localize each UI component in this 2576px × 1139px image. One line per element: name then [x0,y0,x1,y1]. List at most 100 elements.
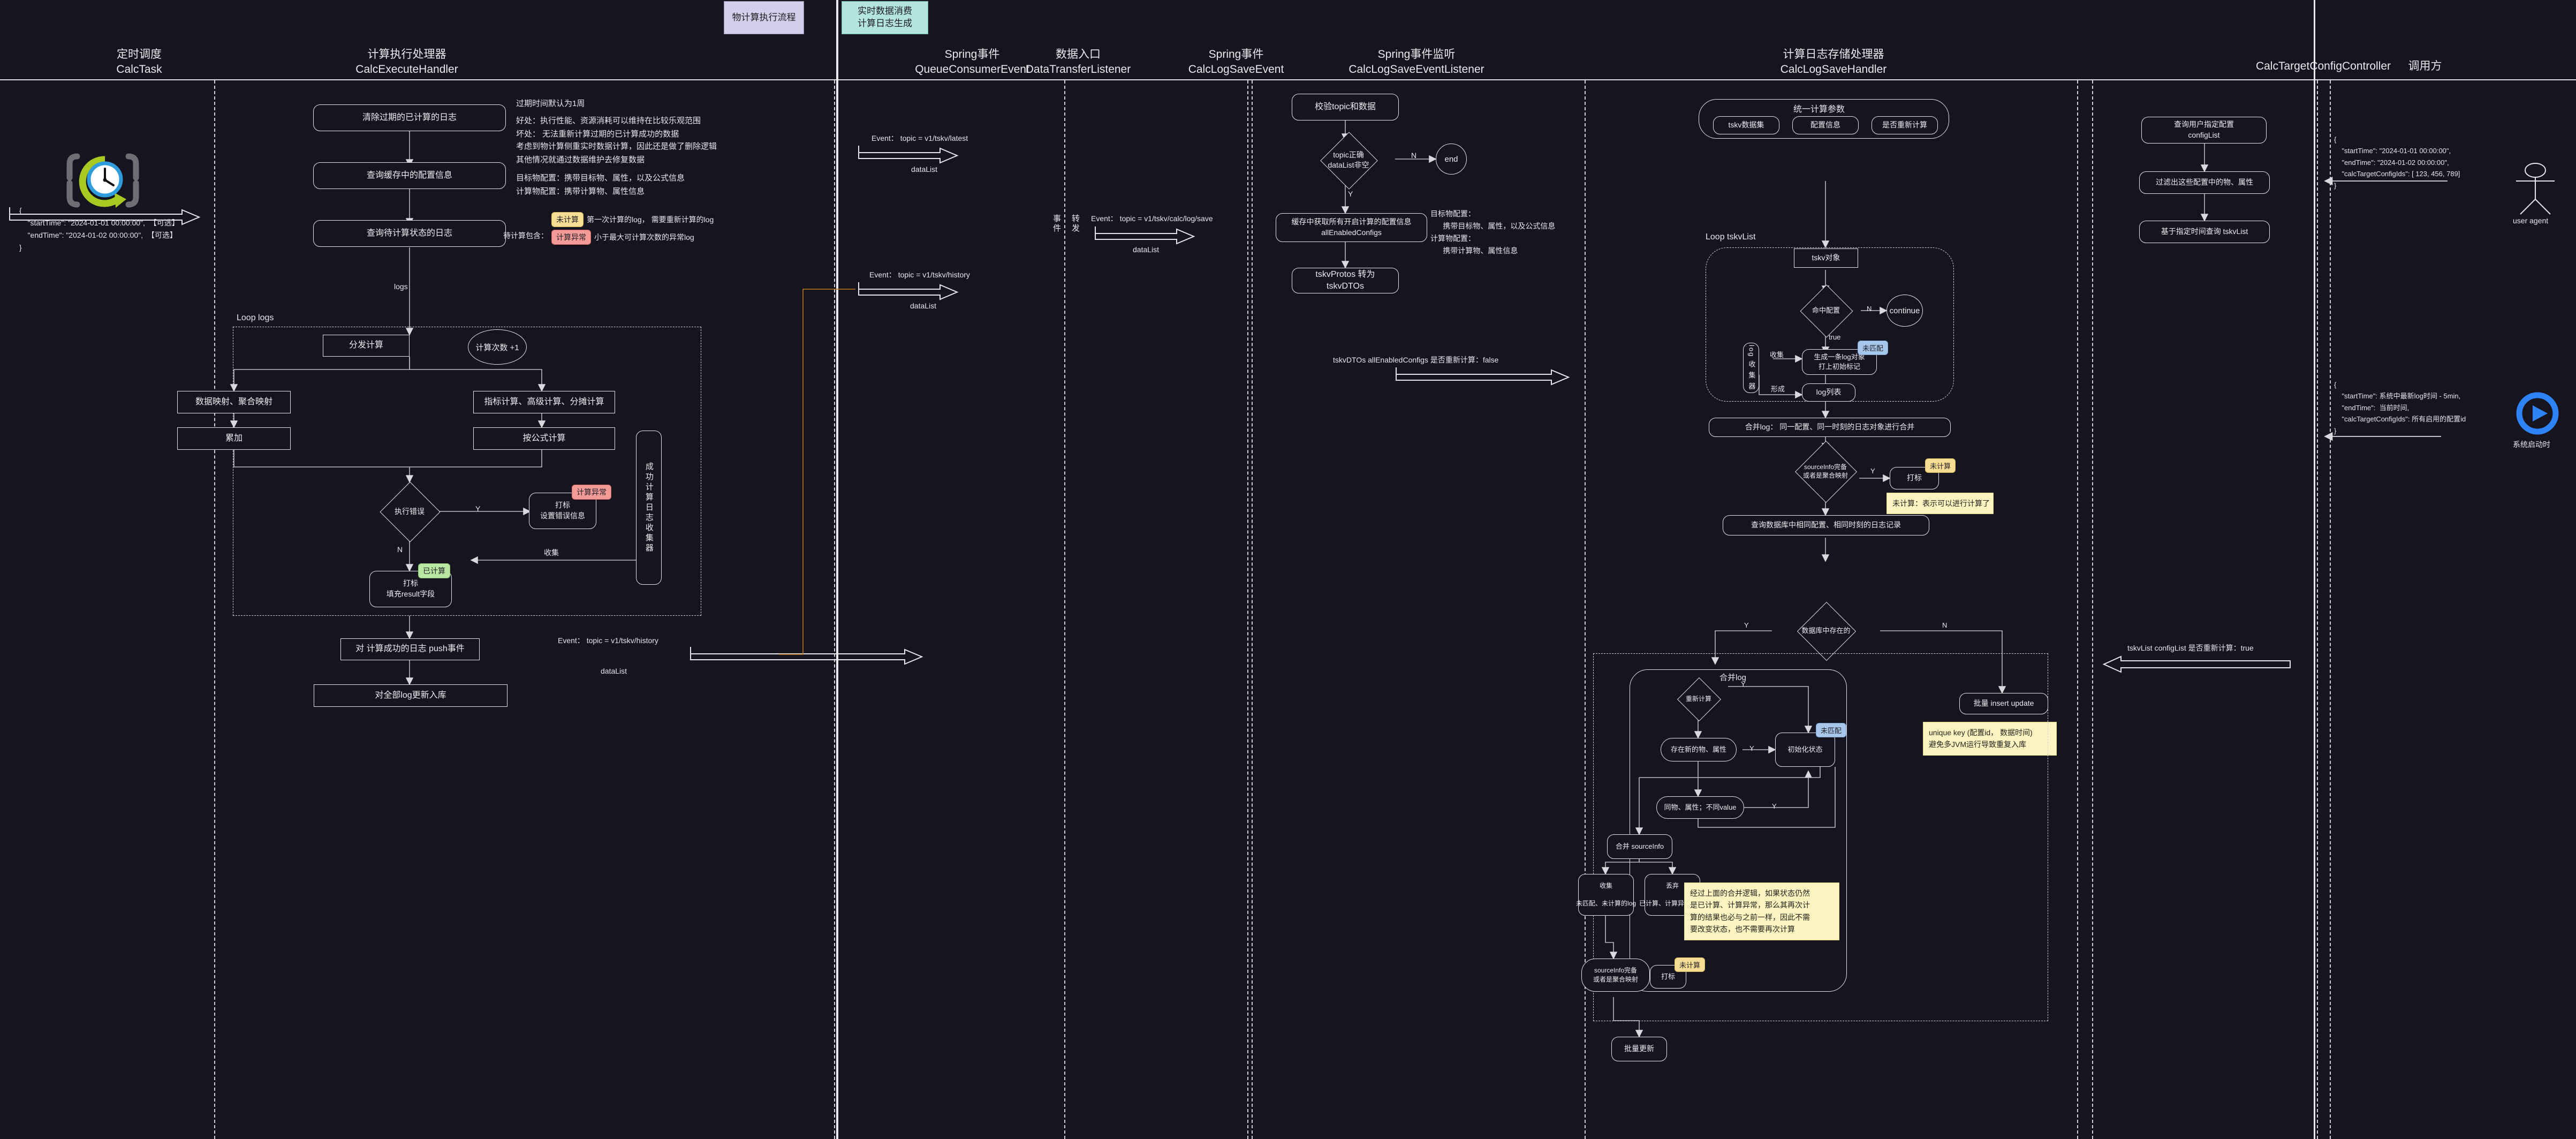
unified-params-title: 统一计算参数 [1793,105,1845,114]
status-tag-error-desc: 小于最大可计算次数的异常log [594,233,694,242]
decision-exists-in-db: 数据库中存在的 [1788,601,1864,661]
status-tag-uncalculated-desc: 第一次计算的log， 需要重新计算的log [587,215,714,224]
param-recalculate[interactable]: 是否重新计算 [1872,116,1938,134]
node-end: end [1436,144,1467,175]
note-listener-config: 目标物配置： 携带目标物、属性，以及公式信息 计算物配置： 携带计算物、属性信息 [1430,209,1556,255]
edge-label-error-yes: Y [475,504,481,513]
legend-chip-teal: 实时数据消费 计算日志生成 [842,1,928,34]
node-query-user-config[interactable]: 查询用户指定配置 configList [2141,117,2267,144]
decision-sourceinfo-complete-2: sourceInfo完备 或者是聚合映射 [1581,959,1650,992]
sticky-note-uncalculated: 未计算：表示可以进行计算了 [1886,493,1994,515]
decision-topic-valid-label: topic正确 dataList非空 [1328,150,1369,169]
decision-recalculate-label: 重新计算 [1685,695,1711,703]
node-merge-sourceinfo[interactable]: 合并 sourceInfo [1607,834,1672,859]
edge-label-collect-save: 收集 [1770,351,1784,359]
status-tag-uncalculated: 未计算 [551,212,584,227]
lane-title-cn: Spring事件 [944,48,1000,61]
status-tag-error-inline: 计算异常 [572,485,611,500]
edge-label-error-no: N [397,545,403,554]
pending-includes-label: 待计算包含： [503,231,548,240]
node-query-cached-config[interactable]: 查询缓存中的配置信息 [313,162,506,189]
node-batch-update[interactable]: 批量更新 [1611,1037,1667,1061]
node-success-log-collector: 成功计算日志收集器 [636,431,662,585]
edge-label-new-entity-yes: Y [1749,744,1754,752]
lane-title-en: CalcExecuteHandler [355,63,458,76]
lane-title-calc-execute-handler: 计算执行处理器 CalcExecuteHandler [305,47,509,78]
section-divider-right [2314,0,2315,1139]
node-collect-unmatched[interactable]: 收集 未匹配、未计算的log [1576,874,1636,916]
node-mark-fill-result[interactable]: 打标 填充result字段 [369,571,452,607]
event-latest-label-bottom: dataList [911,165,938,174]
node-validate-topic-data[interactable]: 校验topic和数据 [1292,94,1399,120]
user-agent-label: user agent [2513,216,2549,225]
node-get-enabled-configs-label: 缓存中获取所有开启计算的配置信息 allEnabledConfigs [1291,217,1412,237]
event-history-label-bottom: dataList [601,667,627,675]
merge-log-group [1630,669,1847,992]
param-config-info[interactable]: 配置信息 [1792,116,1859,134]
decision-sourceinfo-complete-1-label: sourceInfo完备 或者是聚合映射 [1802,463,1848,479]
node-log-list[interactable]: log列表 [1802,383,1855,402]
lane-title-calc-log-save-event: Spring事件 CalcLogSaveEvent [1142,47,1330,78]
note-expire-default: 过期时间默认为1周 [516,99,585,108]
node-data-mapping[interactable]: 数据映射、聚合映射 [177,391,291,413]
event-history2-label-bottom: dataList [910,301,937,310]
lane-title-en: CalcLogSaveEventListener [1348,63,1484,76]
node-proto-to-dto[interactable]: tskvProtos 转为 tskvDTOs [1292,268,1399,293]
lane-title-en: CalcTargetConfigController [2255,60,2391,72]
node-formula-calc[interactable]: 按公式计算 [473,427,615,450]
controller-out-arrow-label: tskvList configList 是否重新计算：true [2127,644,2254,652]
lane-title-en: QueueConsumerEvent [915,63,1029,76]
lane-title-queue-consumer-event: Spring事件 QueueConsumerEvent [876,47,1069,78]
decision-hit-config-label: 命中配置 [1812,306,1840,315]
edge-label-db-no: N [1942,621,1948,629]
status-tag-unmatched-2: 未匹配 [1816,723,1847,737]
section-divider-left [836,0,838,1139]
node-calc-count-plus-one: 计算次数 +1 [468,329,527,365]
decision-execute-error: 执行错误 [371,481,448,542]
event-calcsave-label-bottom: dataList [1133,245,1160,254]
lane-title-caller: 调用方 [2345,59,2505,74]
decision-sourceinfo-complete-1: sourceInfo完备 或者是聚合映射 [1788,441,1863,503]
node-get-enabled-configs[interactable]: 缓存中获取所有开启计算的配置信息 allEnabledConfigs [1276,213,1427,242]
merge-log-title: 合并log [1719,673,1747,682]
node-init-state[interactable]: 初始化状态 [1775,733,1835,767]
param-tskv-dataset[interactable]: tskv数据集 [1713,116,1779,134]
lane-title-cn: Spring事件监听 [1377,48,1456,61]
lifeline-save-handler-right [2077,80,2078,1139]
node-collect-unmatched-label: 收集 未匹配、未计算的log [1576,881,1636,908]
node-query-pending-logs[interactable]: 查询待计算状态的日志 [313,220,506,247]
node-filter-entities[interactable]: 过滤出这些配置中的物、属性 [2139,171,2270,194]
node-query-tskvlist[interactable]: 基于指定时间查询 tskvList [2139,221,2270,243]
status-tag-calculated: 已计算 [418,563,450,578]
edge-label-logs: logs [394,282,408,291]
node-query-db-same-config[interactable]: 查询数据库中相同配置、相同时刻的日志记录 [1723,515,1929,535]
edge-label-recalc-yes: Y [1741,680,1746,688]
note-delete-logic: 考虑到物计算侧重实时数据计算，因此还是做了删除逻辑 其他情况就通过数据维护去修复… [516,142,717,164]
lane-title-cn: 定时调度 [117,48,162,61]
event-latest-label-top: Event： topic = v1/tskv/latest [872,134,968,142]
edge-label-collect: 收集 [544,548,559,557]
lane-title-cn: 计算日志存储处理器 [1783,48,1884,61]
node-tskv-object[interactable]: tskv对象 [1794,248,1858,268]
node-metric-calc[interactable]: 指标计算、高级计算、分摊计算 [473,391,615,413]
node-dispatch-calc[interactable]: 分发计算 [323,335,410,357]
node-log-collector: log 收 集 器 [1743,343,1759,393]
node-update-all-logs[interactable]: 对全部log更新入库 [314,684,507,707]
edge-label-diff-value-yes: Y [1772,802,1777,810]
decision-recalculate: 重新计算 [1675,677,1723,722]
decision-hit-config: 命中配置 [1793,284,1859,338]
lifeline-controller-left [2092,80,2093,1139]
note-pros-cons: 好处：执行性能、资源消耗可以维持在比较乐观范围 坏处： 无法重新计算过期的已计算… [516,116,701,139]
edge-label-hit-true: true [1829,333,1841,341]
lifeline-listener-right [1585,80,1586,1139]
node-batch-insert-update[interactable]: 批量 insert update [1959,693,2048,714]
legend-chip-purple: 物计算执行流程 [724,1,804,34]
node-push-success-logs[interactable]: 对 计算成功的日志 push事件 [340,638,480,660]
node-clear-expired-logs[interactable]: 清除过期的已计算的日志 [313,104,506,131]
node-merge-log[interactable]: 合并log： 同一配置、同一时刻的日志对象进行合并 [1709,418,1951,437]
lifeline-caller [2330,80,2331,1139]
play-icon [2516,392,2559,435]
lifeline-controller-right [2317,80,2318,1139]
caller-payload-1: { "startTime": "2024-01-01 00:00:00", "e… [2334,135,2460,190]
node-accumulate[interactable]: 累加 [177,427,291,450]
